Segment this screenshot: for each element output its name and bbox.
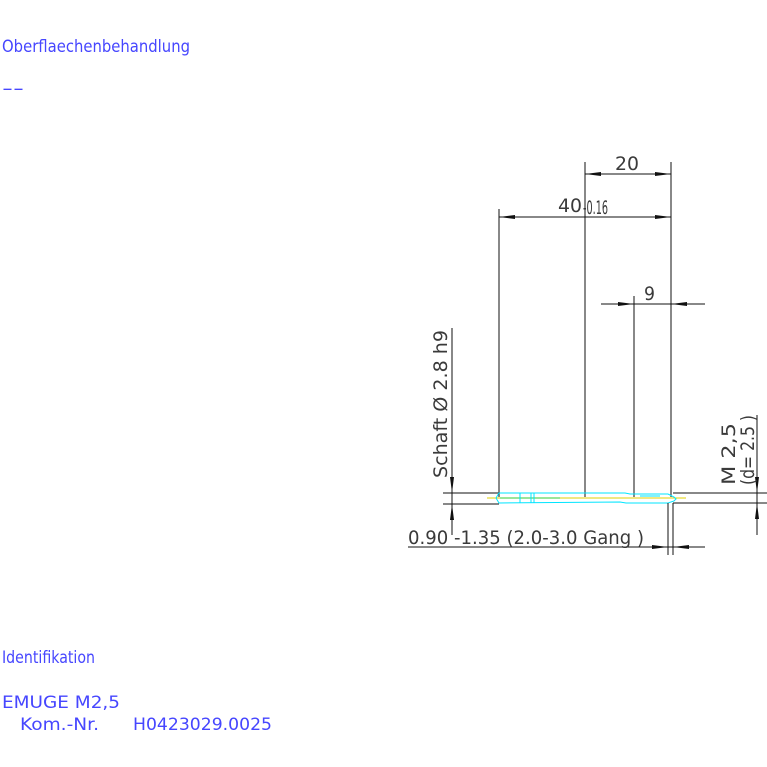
- dim-40-text: 40: [558, 195, 582, 217]
- kom-nr-value: H0423029.0025: [133, 715, 272, 735]
- dim-40-tolerance: -0.16: [583, 197, 608, 219]
- thread-label: M 2,5: [718, 423, 740, 485]
- chamfer-dimension: 0.90 -1.35 (2.0-3.0 Gang ): [408, 503, 705, 555]
- tap-tool-outline: [487, 492, 686, 504]
- extension-lines: [498, 162, 672, 497]
- dimension-40: 40 -0.16: [499, 195, 671, 219]
- diameter-lines: [443, 492, 767, 505]
- brand-line: EMUGE M2,5: [2, 693, 120, 713]
- shank-dimension: Schaft Ø 2.8 h9: [430, 328, 454, 535]
- thread-diameter: (d= 2.5 ): [737, 415, 759, 485]
- shank-label: Schaft Ø 2.8 h9: [430, 330, 452, 478]
- dim-9-text: 9: [644, 283, 655, 305]
- kom-nr-label: Kom.-Nr.: [20, 715, 99, 735]
- dim-20-text: 20: [615, 153, 639, 175]
- dimension-9: 9: [601, 283, 705, 306]
- thread-dimension: M 2,5 (d= 2.5 ): [718, 415, 759, 535]
- surface-treatment-label: Oberflaechenbehandlung: [2, 37, 190, 57]
- chamfer-label: 0.90 -1.35 (2.0-3.0 Gang ): [408, 527, 644, 549]
- identification-label: Identifikation: [2, 648, 95, 668]
- surface-treatment-value: --: [2, 79, 24, 99]
- dimension-20: 20: [585, 153, 671, 176]
